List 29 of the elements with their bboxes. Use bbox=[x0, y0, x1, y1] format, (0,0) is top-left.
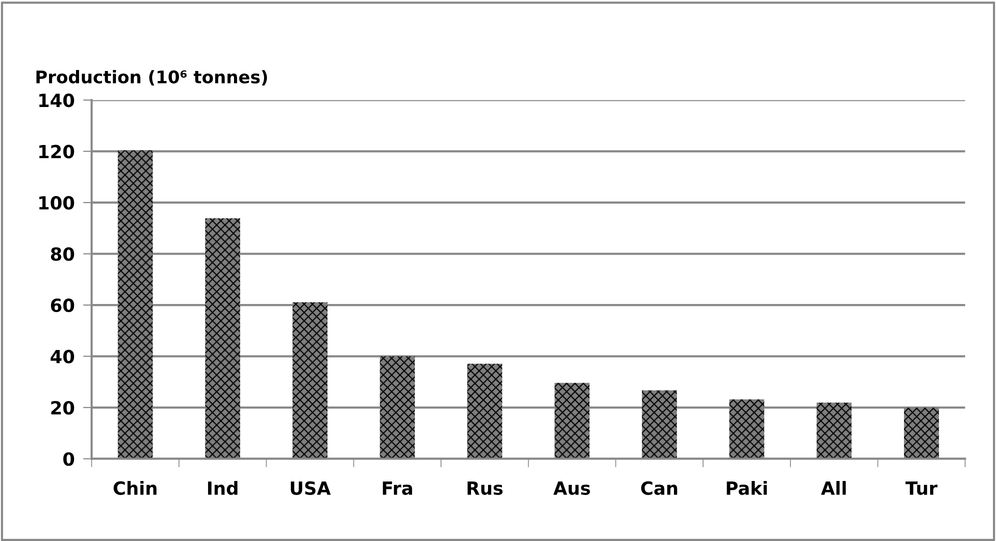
x-tick-label: Ind bbox=[208, 480, 238, 495]
x-tick-label: Chin bbox=[114, 480, 156, 495]
y-tick-label: 0 bbox=[63, 452, 74, 466]
y-tick-label: 60 bbox=[50, 298, 74, 312]
y-tick-label: 120 bbox=[39, 144, 74, 158]
x-tick-label: Fra bbox=[382, 482, 412, 495]
x-tick-label: Rus bbox=[468, 482, 503, 495]
x-tick-label: Paki bbox=[726, 480, 767, 495]
y-tick-label: 20 bbox=[51, 400, 74, 415]
y-tick-label: 140 bbox=[39, 94, 74, 108]
chart-title: Production (10⁶ tonnes) bbox=[36, 70, 267, 86]
x-tick-label: All bbox=[821, 480, 846, 495]
x-tick-label: Aus bbox=[553, 482, 590, 495]
y-tick-label: 80 bbox=[50, 247, 74, 261]
bar bbox=[816, 402, 852, 459]
bar bbox=[380, 356, 415, 459]
bar bbox=[205, 218, 240, 459]
x-tick-label: Can bbox=[641, 481, 678, 495]
bar bbox=[729, 399, 764, 459]
y-tick-label: 40 bbox=[50, 350, 74, 364]
bar bbox=[904, 408, 939, 459]
x-tick-label: Tur bbox=[905, 482, 938, 495]
y-tick-label: 100 bbox=[39, 196, 74, 210]
x-tick-label: USA bbox=[290, 481, 331, 495]
bar bbox=[554, 382, 590, 459]
bar bbox=[292, 302, 328, 459]
bar bbox=[642, 390, 677, 459]
bar bbox=[118, 150, 153, 459]
bar bbox=[467, 364, 502, 459]
